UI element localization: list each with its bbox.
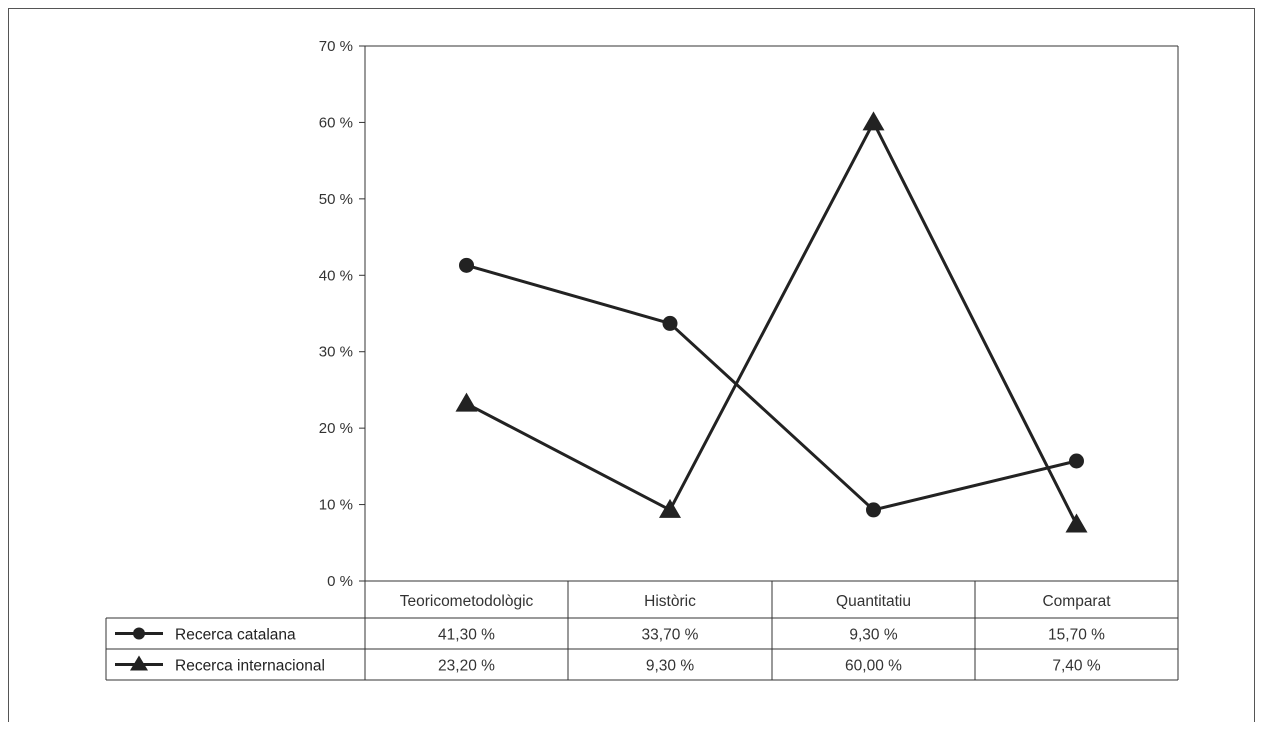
y-tick-label: 30 % xyxy=(319,344,353,361)
data-point-triangle xyxy=(862,111,885,131)
legend-marker-circle xyxy=(133,627,145,640)
y-tick-label: 70 % xyxy=(319,38,353,55)
figure-frame-left-edge xyxy=(8,8,9,722)
data-label: 60,00 % xyxy=(845,658,902,675)
category-label: Teoricometodològic xyxy=(400,593,534,610)
data-label: 9,30 % xyxy=(849,627,897,644)
y-tick-label: 50 % xyxy=(319,191,353,208)
data-table: Teoricometodològic Històric Quantitatiu Com… xyxy=(105,523,1179,681)
data-label: 33,70 % xyxy=(642,627,699,644)
data-label: 7,40 % xyxy=(1052,658,1100,675)
y-tick-label: 0 % xyxy=(327,573,353,590)
category-label: Quantitatiu xyxy=(836,593,911,610)
legend-series-name: Recerca catalana xyxy=(175,627,296,644)
legend-marker-triangle xyxy=(130,655,148,671)
y-axis-ticks: 0 % 10 % 20 % 30 % 40 % 50 % 60 % 70 % xyxy=(319,38,365,590)
legend-series-name: Recerca internacional xyxy=(175,658,325,675)
y-tick-label: 40 % xyxy=(319,267,353,284)
category-label: Comparat xyxy=(1042,593,1111,610)
data-point-circle xyxy=(1069,453,1084,469)
figure-frame xyxy=(8,8,1255,722)
data-label: 41,30 % xyxy=(438,627,495,644)
data-point-triangle xyxy=(659,498,681,518)
category-label: Històric xyxy=(644,593,696,610)
data-label: 9,30 % xyxy=(646,658,694,675)
data-point-circle xyxy=(459,257,474,273)
data-point-triangle xyxy=(455,392,478,412)
data-label: 23,20 % xyxy=(438,658,495,675)
series-lines xyxy=(465,120,1078,526)
series-line-recerca-catalana xyxy=(466,263,1077,512)
data-point-circle xyxy=(866,502,881,518)
series-markers xyxy=(455,111,1088,533)
y-tick-label: 60 % xyxy=(319,114,353,131)
series-line-recerca-internacional xyxy=(465,120,1078,526)
y-tick-label: 20 % xyxy=(319,420,353,437)
data-point-triangle xyxy=(1065,513,1088,533)
data-label: 15,70 % xyxy=(1048,627,1105,644)
data-point-circle xyxy=(662,315,678,331)
y-tick-label: 10 % xyxy=(319,497,353,514)
